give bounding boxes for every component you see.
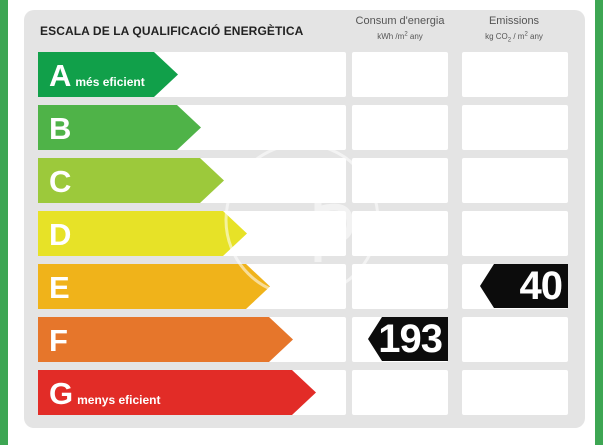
consumption-value-badge: 193 — [368, 317, 448, 361]
emissions-header: Emissions kg CO2 / m2 any — [462, 14, 566, 44]
consumption-cell-g — [352, 370, 448, 415]
scale-title: ESCALA DE LA QUALIFICACIÓ ENERGÈTICA — [40, 24, 304, 38]
rating-letter: B — [49, 111, 72, 146]
ap-logo-watermark-icon — [224, 142, 380, 298]
emissions-header-unit: kg CO2 / m2 any — [485, 31, 543, 44]
rating-bar-d: D — [38, 211, 247, 256]
consumption-header-label: Consum d'energia — [355, 15, 445, 27]
emissions-cell-a — [462, 52, 568, 97]
consumption-header-unit: kWh /m2 any — [377, 31, 423, 41]
consumption-cell-a — [352, 52, 448, 97]
rating-letter: C — [49, 164, 72, 199]
rating-bar-f: F — [38, 317, 293, 362]
emissions-value-badge: 40 — [480, 264, 568, 308]
consumption-cell-b — [352, 105, 448, 150]
rating-bar-b: B — [38, 105, 201, 150]
rating-letter: G — [49, 376, 74, 411]
rating-letter: F — [49, 323, 68, 358]
rating-letter: A — [49, 58, 72, 93]
emissions-header-label: Emissions — [488, 15, 540, 27]
emissions-cell-g — [462, 370, 568, 415]
consumption-header: Consum d'energia kWh /m2 any — [352, 14, 448, 43]
rating-bar-e: E — [38, 264, 270, 309]
consumption-cell-e — [352, 264, 448, 309]
rating-subtitle: menys eficient — [77, 393, 161, 407]
consumption-cell-d — [352, 211, 448, 256]
emissions-cell-c — [462, 158, 568, 203]
emissions-cell-d — [462, 211, 568, 256]
rating-letter: D — [49, 217, 72, 252]
rating-subtitle: més eficient — [75, 75, 145, 89]
emissions-cell-b — [462, 105, 568, 150]
emissions-cell-f — [462, 317, 568, 362]
rating-bar-c: C — [38, 158, 224, 203]
rating-letter: E — [49, 270, 70, 305]
